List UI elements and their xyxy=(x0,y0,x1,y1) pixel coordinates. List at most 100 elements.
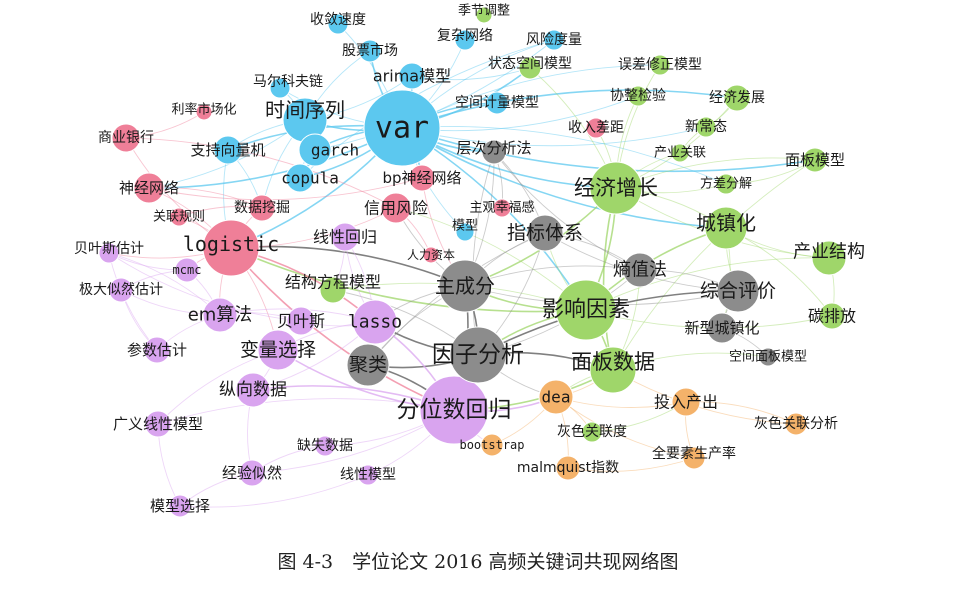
node-czh[interactable] xyxy=(704,206,748,250)
label-llsc: 利率市场化 xyxy=(171,102,236,118)
label-malm: malmquist指数 xyxy=(517,460,619,476)
node-sjwj[interactable] xyxy=(248,194,276,222)
node-fwshg[interactable] xyxy=(419,375,489,445)
node-xyfx[interactable] xyxy=(380,192,412,224)
node-trcc[interactable] xyxy=(671,387,701,417)
label-xyfx: 信用风险 xyxy=(364,199,428,218)
label-trcc: 投入产出 xyxy=(654,393,718,412)
edge-zcf-logistic xyxy=(230,245,466,287)
node-blxz[interactable] xyxy=(257,329,299,371)
node-mxxz[interactable] xyxy=(168,494,192,518)
node-lasso[interactable] xyxy=(352,299,398,345)
node-jjfz[interactable] xyxy=(723,84,751,112)
node-jl[interactable] xyxy=(346,343,390,387)
node-jgfc[interactable] xyxy=(319,276,347,304)
node-jjzz[interactable] xyxy=(589,161,643,215)
node-fxdl[interactable] xyxy=(543,29,565,51)
node-var[interactable] xyxy=(363,89,441,167)
node-zcxlj[interactable] xyxy=(213,135,243,165)
node-wcxz[interactable] xyxy=(649,54,671,76)
label-qys: 全要素生产率 xyxy=(652,445,736,462)
node-yxys[interactable] xyxy=(555,279,617,341)
edge-var-czh xyxy=(401,127,727,229)
node-tpf[interactable] xyxy=(818,302,846,330)
node-cygl[interactable] xyxy=(670,143,690,163)
node-mcmc[interactable] xyxy=(174,257,200,283)
node-rlzb[interactable] xyxy=(422,246,440,264)
node-xxhg[interactable] xyxy=(330,222,360,252)
node-gyxx[interactable] xyxy=(144,410,172,438)
node-mbmx[interactable] xyxy=(802,147,828,173)
label-fxdl: 风险度量 xyxy=(526,32,582,48)
node-ccfx[interactable] xyxy=(481,139,507,165)
node-byqgj[interactable] xyxy=(98,242,120,264)
node-logistic[interactable] xyxy=(202,219,260,277)
node-arima[interactable] xyxy=(398,62,426,90)
node-qys[interactable] xyxy=(682,446,706,470)
node-jysr[interactable] xyxy=(238,459,266,487)
node-dea[interactable] xyxy=(538,379,574,415)
label-czh: 城镇化 xyxy=(696,211,756,235)
label-mx: 模型 xyxy=(452,219,478,234)
label-jysr: 经验似然 xyxy=(222,464,282,482)
label-xxhg: 线性回归 xyxy=(313,228,377,247)
label-kjjl: 空间计量模型 xyxy=(455,95,539,111)
node-hsglhd[interactable] xyxy=(581,421,603,443)
edge-var-fcfj xyxy=(401,126,727,185)
node-hsglfx[interactable] xyxy=(784,412,808,436)
label-rlzb: 人力资本 xyxy=(407,248,455,262)
node-slsd[interactable] xyxy=(327,13,349,35)
label-mcmc: mcmc xyxy=(173,263,202,277)
node-xxmx[interactable] xyxy=(357,464,379,486)
node-malm[interactable] xyxy=(555,455,581,481)
edge-syyh-xyfx xyxy=(125,137,397,209)
node-copula[interactable] xyxy=(285,163,315,193)
label-zcxlj: 支持向量机 xyxy=(190,141,265,159)
node-jdsr[interactable] xyxy=(108,277,134,303)
node-yzfx[interactable] xyxy=(449,326,507,384)
node-mx[interactable] xyxy=(455,222,475,242)
node-fcfj[interactable] xyxy=(715,173,737,195)
node-garch[interactable] xyxy=(298,133,332,167)
node-szf[interactable] xyxy=(622,252,658,288)
node-gpsc[interactable] xyxy=(358,39,382,63)
node-zcf[interactable] xyxy=(438,259,492,313)
node-bys[interactable] xyxy=(286,306,316,336)
node-bpsj[interactable] xyxy=(408,164,436,192)
figure-caption: 图 4-3 学位论文 2016 高频关键词共现网络图 xyxy=(277,551,679,573)
node-zbtx[interactable] xyxy=(526,214,564,252)
node-gzgz[interactable] xyxy=(169,207,189,227)
node-ztkj[interactable] xyxy=(518,56,542,80)
node-csgj[interactable] xyxy=(143,336,171,364)
label-qssj: 缺失数据 xyxy=(297,438,353,454)
node-zhpj[interactable] xyxy=(716,269,760,313)
node-zgxf[interactable] xyxy=(492,198,512,218)
node-zxsj[interactable] xyxy=(235,372,271,408)
node-xxczh[interactable] xyxy=(706,312,738,344)
label-yxys: 影响因素 xyxy=(542,298,630,323)
node-syyh[interactable] xyxy=(111,123,141,153)
node-fzwl[interactable] xyxy=(454,29,476,51)
edge-cyjg-yxys xyxy=(585,257,830,311)
node-kjmb[interactable] xyxy=(758,347,778,367)
edge-bys-byqgj xyxy=(108,252,302,322)
label-jjtz: 季节调整 xyxy=(458,4,510,19)
node-mbsj[interactable] xyxy=(589,346,637,394)
node-bootstrap[interactable] xyxy=(480,433,504,457)
node-cyjg[interactable] xyxy=(811,240,847,276)
node-llsc[interactable] xyxy=(195,103,213,121)
node-qssj[interactable] xyxy=(314,435,336,457)
label-dea: dea xyxy=(542,388,571,407)
node-jjtz[interactable] xyxy=(475,6,493,24)
node-xct[interactable] xyxy=(695,116,717,138)
label-zgxf: 主观幸福感 xyxy=(469,200,534,216)
node-mekf[interactable] xyxy=(269,77,291,99)
node-sjwl[interactable] xyxy=(133,172,165,204)
edge-yxys-logistic xyxy=(230,247,587,313)
node-srcj[interactable] xyxy=(585,117,607,139)
node-kjjl[interactable] xyxy=(485,91,509,115)
label-blxz: 变量选择 xyxy=(240,339,316,361)
node-xzjy[interactable] xyxy=(627,85,649,107)
node-em[interactable] xyxy=(202,297,238,333)
